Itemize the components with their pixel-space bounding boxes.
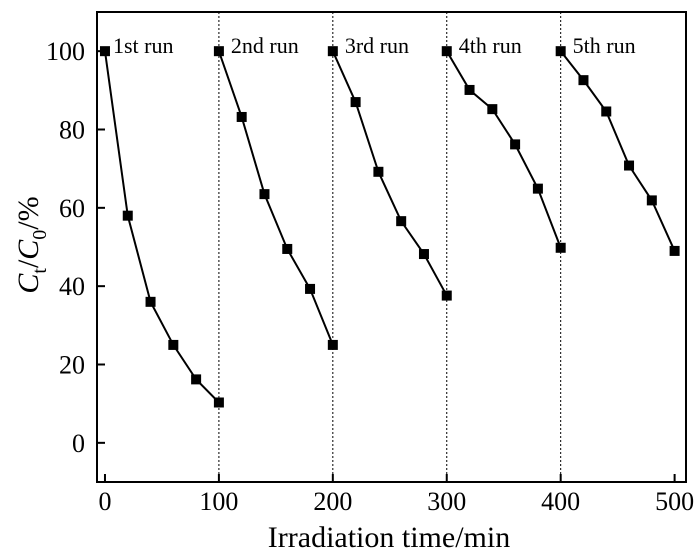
- y-axis-title: Ct/C0/%: [12, 196, 51, 293]
- axis-ticks: [97, 50, 676, 482]
- data-point-run3-2: [373, 166, 384, 177]
- y-tick-label-1: 20: [59, 351, 85, 380]
- y-title-c0: C: [12, 239, 45, 260]
- data-point-run5-0: [555, 46, 566, 57]
- series-line-3: [331, 50, 448, 297]
- run-separators: [218, 12, 562, 482]
- data-point-run5-5: [669, 245, 680, 256]
- y-tick-label-5: 100: [46, 37, 85, 66]
- data-point-run5-2: [601, 106, 612, 117]
- y-title-sub-t: t: [29, 268, 51, 274]
- data-point-run4-1: [464, 84, 475, 95]
- y-tick-label-3: 60: [59, 194, 85, 223]
- series-line-4: [445, 50, 562, 249]
- data-point-run4-3: [510, 139, 521, 150]
- tick-labels: 0 100 200 300 400 500 0 20 40 60 80 100: [46, 37, 694, 516]
- data-point-run5-3: [624, 160, 635, 171]
- x-axis-title: Irradiation time/min: [268, 521, 510, 554]
- y-title-sub-0: 0: [29, 230, 51, 240]
- x-tick-label-0: 0: [98, 487, 111, 516]
- data-point-run5-4: [646, 195, 657, 206]
- series-line-1: [103, 51, 220, 404]
- data-point-run1-0: [99, 46, 110, 57]
- data-point-run1-3: [168, 339, 179, 350]
- data-point-run2-0: [213, 46, 224, 57]
- data-point-run2-2: [259, 189, 270, 200]
- data-point-run1-2: [145, 296, 156, 307]
- data-point-run5-1: [578, 75, 589, 86]
- series-line-2: [217, 50, 334, 346]
- data-point-run2-3: [282, 243, 293, 254]
- series-lines: [103, 50, 676, 404]
- data-markers: [99, 46, 680, 408]
- series-line-5: [559, 50, 676, 252]
- run-label-3: 3rd run: [345, 33, 409, 58]
- run-label-1: 1st run: [113, 33, 174, 58]
- run-label-5: 5th run: [573, 33, 636, 58]
- data-point-run2-1: [236, 111, 247, 122]
- data-point-run3-4: [418, 249, 429, 260]
- plot-frame: [96, 11, 687, 483]
- x-tick-label-3: 300: [427, 487, 466, 516]
- x-tick-label-5: 500: [655, 487, 694, 516]
- y-title-slash: /: [12, 259, 45, 268]
- y-title-unit: /%: [12, 196, 45, 229]
- data-point-run1-4: [191, 374, 202, 385]
- data-point-run1-1: [122, 210, 133, 221]
- data-point-run4-4: [532, 183, 543, 194]
- run-label-4: 4th run: [459, 33, 522, 58]
- x-tick-label-1: 100: [199, 487, 238, 516]
- data-point-run1-5: [213, 397, 224, 408]
- y-tick-label-4: 80: [59, 116, 85, 145]
- data-point-run4-2: [487, 104, 498, 115]
- data-point-run3-5: [441, 290, 452, 301]
- x-tick-label-2: 200: [313, 487, 352, 516]
- data-point-run2-5: [327, 339, 338, 350]
- data-point-run4-5: [555, 242, 566, 253]
- data-point-run3-3: [396, 216, 407, 227]
- data-point-run3-0: [327, 46, 338, 57]
- data-point-run2-4: [305, 283, 316, 294]
- run-labels: 1st run 2nd run 3rd run 4th run 5th run: [113, 33, 636, 58]
- data-point-run4-0: [441, 46, 452, 57]
- y-tick-label-2: 40: [59, 272, 85, 301]
- x-tick-label-4: 400: [541, 487, 580, 516]
- run-label-2: 2nd run: [231, 33, 299, 58]
- y-tick-label-0: 0: [72, 429, 85, 458]
- data-point-run3-1: [350, 97, 361, 108]
- y-title-c: C: [12, 273, 45, 294]
